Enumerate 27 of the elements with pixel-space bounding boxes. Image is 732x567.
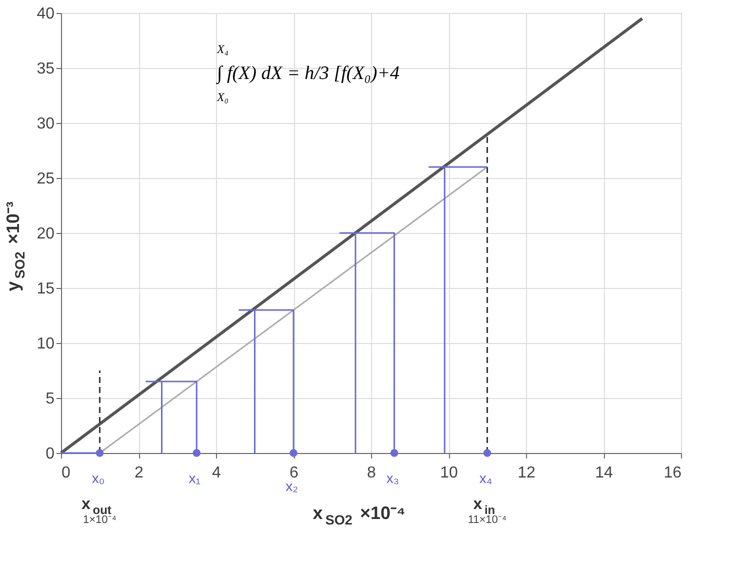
y-tick-label: 15 [36, 280, 55, 298]
y-tick-label: 35 [36, 60, 55, 78]
y-tick-label: 40 [36, 6, 55, 22]
x-tick-label: 0 [62, 464, 70, 482]
x-tick-label: 2 [134, 464, 144, 482]
annotation: ∫ f(X) dX = h/3 [f(X₀)+4 [216, 63, 400, 85]
y-tick-label: 10 [36, 336, 55, 352]
x-tick-label: 8 [367, 464, 376, 482]
y-tick-label: 25 [36, 170, 55, 188]
x-tick-label: 12 [518, 464, 536, 482]
annotation: x₃ [386, 470, 400, 486]
y-axis-title: ySO2 ×10⁻³ [3, 201, 28, 292]
text: 1×10⁻⁴ [82, 514, 117, 526]
text: 11×10⁻⁴ [468, 514, 507, 526]
annotation: X₄ [216, 42, 229, 56]
y-tick-label: 20 [36, 226, 55, 242]
annotation: x₁ [188, 470, 201, 486]
x-tick-label: 16 [664, 464, 682, 482]
y-tick-label: 0 [46, 446, 55, 462]
y-tick-label: 30 [36, 116, 55, 132]
x-tick-label: 14 [595, 464, 613, 482]
y-tick-label: 5 [46, 390, 55, 408]
annotation: x₀ [92, 470, 105, 486]
annotation: x₄ [479, 470, 492, 486]
x-tick-label: 10 [440, 464, 458, 482]
x-tick-label: 4 [212, 464, 222, 482]
annotation: X₀ [216, 90, 229, 104]
